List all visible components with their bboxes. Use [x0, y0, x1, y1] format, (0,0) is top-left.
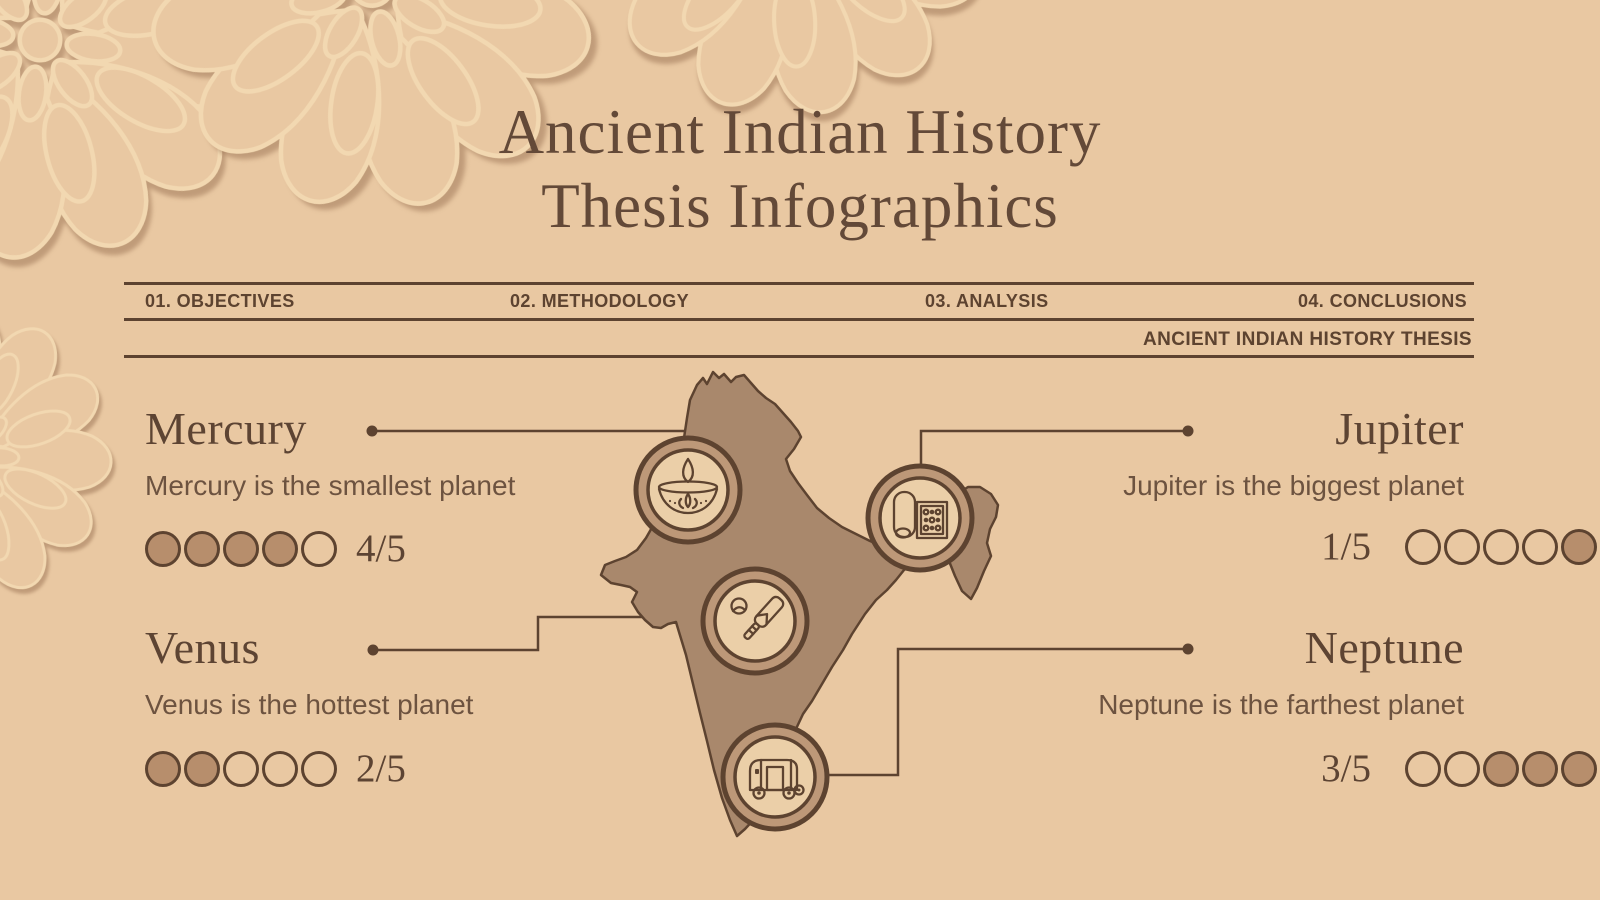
planet-rating-venus: 2/5	[145, 747, 406, 790]
nav-item-methodology[interactable]: 02. METHODOLOGY	[510, 291, 690, 311]
mandala-ornament-left-middle	[0, 307, 113, 590]
nav-rule-bottom	[124, 355, 1474, 358]
breadcrumb: ANCIENT INDIAN HISTORY THESIS	[1142, 329, 1472, 350]
rickshaw-badge-face	[733, 735, 817, 819]
neptune-connector-line	[827, 647, 1188, 777]
planet-rating-neptune: 3/5	[1321, 747, 1600, 790]
planet-name-neptune: Neptune	[1304, 622, 1464, 673]
planet-section-jupiter: Jupiter	[1335, 402, 1464, 455]
rating-dot	[1561, 751, 1597, 787]
nav-rule-top	[124, 282, 1474, 285]
page-title-line1: Ancient Indian History	[498, 97, 1102, 167]
planet-description-venus: Venus is the hottest planet	[145, 689, 474, 720]
diya-badge-face	[646, 448, 730, 532]
rating-dot	[301, 751, 337, 787]
diya-badge	[633, 435, 743, 545]
rating-dot	[301, 531, 337, 567]
planet-section-neptune: Neptune	[1305, 621, 1464, 674]
mandala-ornament-top-left-2	[151, 0, 592, 206]
venus-connector-dot	[367, 644, 379, 656]
rating-dot	[145, 751, 181, 787]
cricket-badge	[700, 566, 810, 676]
rating-dot	[1561, 529, 1597, 565]
nav-item-analysis[interactable]: 03. ANALYSIS	[925, 291, 1049, 311]
rating-dot	[184, 531, 220, 567]
venus-connector-line	[373, 615, 704, 652]
rating-dot	[1444, 529, 1480, 565]
planet-rating-mercury: 4/5	[145, 527, 406, 570]
planet-description-mercury: Mercury is the smallest planet	[145, 470, 516, 501]
rating-dot	[1483, 529, 1519, 565]
nav-item-conclusions[interactable]: 04. CONCLUSIONS	[1297, 291, 1467, 311]
rating-dot	[223, 751, 259, 787]
rating-dot	[223, 531, 259, 567]
page-title: Ancient Indian History Thesis Infographi…	[0, 96, 1600, 243]
neptune-connector-dot	[1182, 643, 1194, 655]
rating-dots-venus	[145, 751, 340, 787]
planet-section-mercury: Mercury	[145, 402, 307, 455]
scroll-badge	[865, 463, 975, 573]
mandala-ornament-top-center	[627, 0, 982, 115]
rating-score-jupiter: 1/5	[1321, 525, 1371, 568]
planet-description-jupiter: Jupiter is the biggest planet	[1123, 470, 1464, 501]
rating-dot	[145, 531, 181, 567]
planet-description-neptune: Neptune is the farthest planet	[1098, 689, 1464, 720]
planet-name-mercury: Mercury	[145, 403, 307, 454]
cricket-bat-ball-icon	[730, 595, 785, 640]
planet-rating-jupiter: 1/5	[1321, 525, 1600, 568]
rating-dots-jupiter	[1405, 529, 1600, 565]
jupiter-connector-line	[919, 429, 1188, 470]
rating-score-venus: 2/5	[356, 747, 406, 790]
rating-dot	[1522, 529, 1558, 565]
page-title-line2: Thesis Infographics	[541, 170, 1059, 241]
auto-rickshaw-icon	[748, 758, 805, 800]
planet-section-venus: Venus	[145, 621, 260, 674]
rating-dots-mercury	[145, 531, 340, 567]
planet-name-jupiter: Jupiter	[1335, 403, 1464, 454]
nav-rule-middle	[124, 318, 1474, 321]
jupiter-connector-dot	[1182, 425, 1194, 437]
rating-dot	[262, 751, 298, 787]
rickshaw-badge	[720, 722, 830, 832]
rating-dot	[1405, 751, 1441, 787]
mercury-connector-line	[372, 429, 689, 447]
diya-lamp-icon	[657, 457, 719, 515]
rating-dot	[262, 531, 298, 567]
rating-dot	[184, 751, 220, 787]
rating-dot	[1522, 751, 1558, 787]
mercury-connector-dot	[366, 425, 378, 437]
rating-score-neptune: 3/5	[1321, 747, 1371, 790]
rating-dots-neptune	[1405, 751, 1600, 787]
rating-dot	[1444, 751, 1480, 787]
rating-dot	[1483, 751, 1519, 787]
nav-item-objectives[interactable]: 01. OBJECTIVES	[145, 291, 295, 311]
rating-score-mercury: 4/5	[356, 527, 406, 570]
planet-name-venus: Venus	[145, 622, 260, 673]
rating-dot	[1405, 529, 1441, 565]
scroll-manuscript-icon	[892, 490, 949, 540]
